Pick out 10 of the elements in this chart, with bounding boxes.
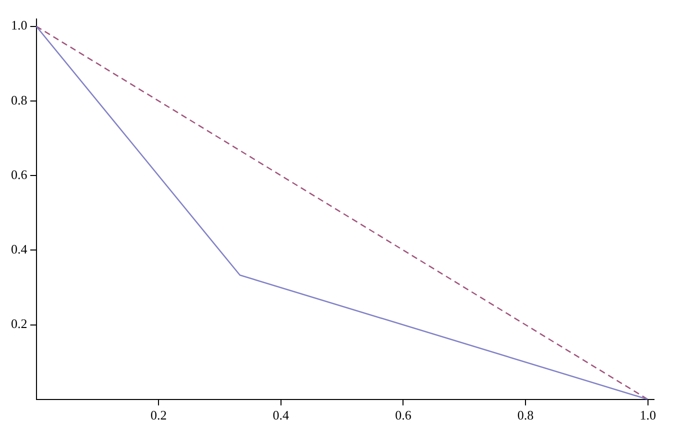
x-tick-label: 1.0	[640, 408, 656, 423]
x-tick-label: 0.6	[395, 408, 412, 423]
y-tick-label: 0.2	[11, 316, 28, 332]
y-tick-label: 0.4	[11, 242, 28, 257]
x-tick-label: 0.8	[517, 408, 534, 423]
x-tick-label: 0.4	[272, 408, 290, 423]
y-tick-label: 1.0	[11, 18, 28, 33]
x-tick-label: 0.2	[150, 408, 167, 423]
y-tick-label: 0.8	[11, 92, 28, 108]
y-tick-label: 0.6	[11, 166, 28, 182]
